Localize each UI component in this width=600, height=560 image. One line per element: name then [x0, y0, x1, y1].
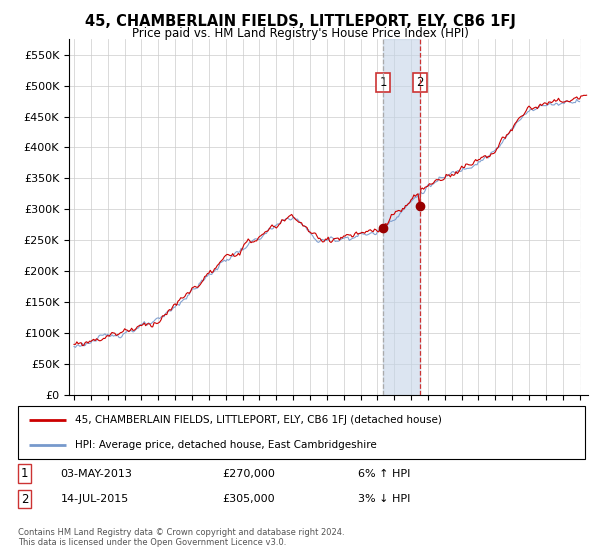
Text: HPI: Average price, detached house, East Cambridgeshire: HPI: Average price, detached house, East…: [75, 440, 376, 450]
Text: 1: 1: [379, 76, 387, 89]
Text: 2: 2: [21, 493, 29, 506]
Text: 2: 2: [416, 76, 424, 89]
Text: 45, CHAMBERLAIN FIELDS, LITTLEPORT, ELY, CB6 1FJ: 45, CHAMBERLAIN FIELDS, LITTLEPORT, ELY,…: [85, 14, 515, 29]
Text: Price paid vs. HM Land Registry's House Price Index (HPI): Price paid vs. HM Land Registry's House …: [131, 27, 469, 40]
Text: 14-JUL-2015: 14-JUL-2015: [61, 494, 129, 505]
Text: £270,000: £270,000: [222, 469, 275, 479]
Text: 45, CHAMBERLAIN FIELDS, LITTLEPORT, ELY, CB6 1FJ (detached house): 45, CHAMBERLAIN FIELDS, LITTLEPORT, ELY,…: [75, 416, 442, 426]
Text: 03-MAY-2013: 03-MAY-2013: [61, 469, 133, 479]
Text: 6% ↑ HPI: 6% ↑ HPI: [358, 469, 410, 479]
Text: 1: 1: [21, 467, 29, 480]
Text: Contains HM Land Registry data © Crown copyright and database right 2024.
This d: Contains HM Land Registry data © Crown c…: [18, 528, 344, 547]
Text: £305,000: £305,000: [222, 494, 275, 505]
FancyBboxPatch shape: [18, 406, 585, 459]
Bar: [580, 39, 588, 395]
Bar: [383, 39, 420, 395]
Text: 3% ↓ HPI: 3% ↓ HPI: [358, 494, 410, 505]
